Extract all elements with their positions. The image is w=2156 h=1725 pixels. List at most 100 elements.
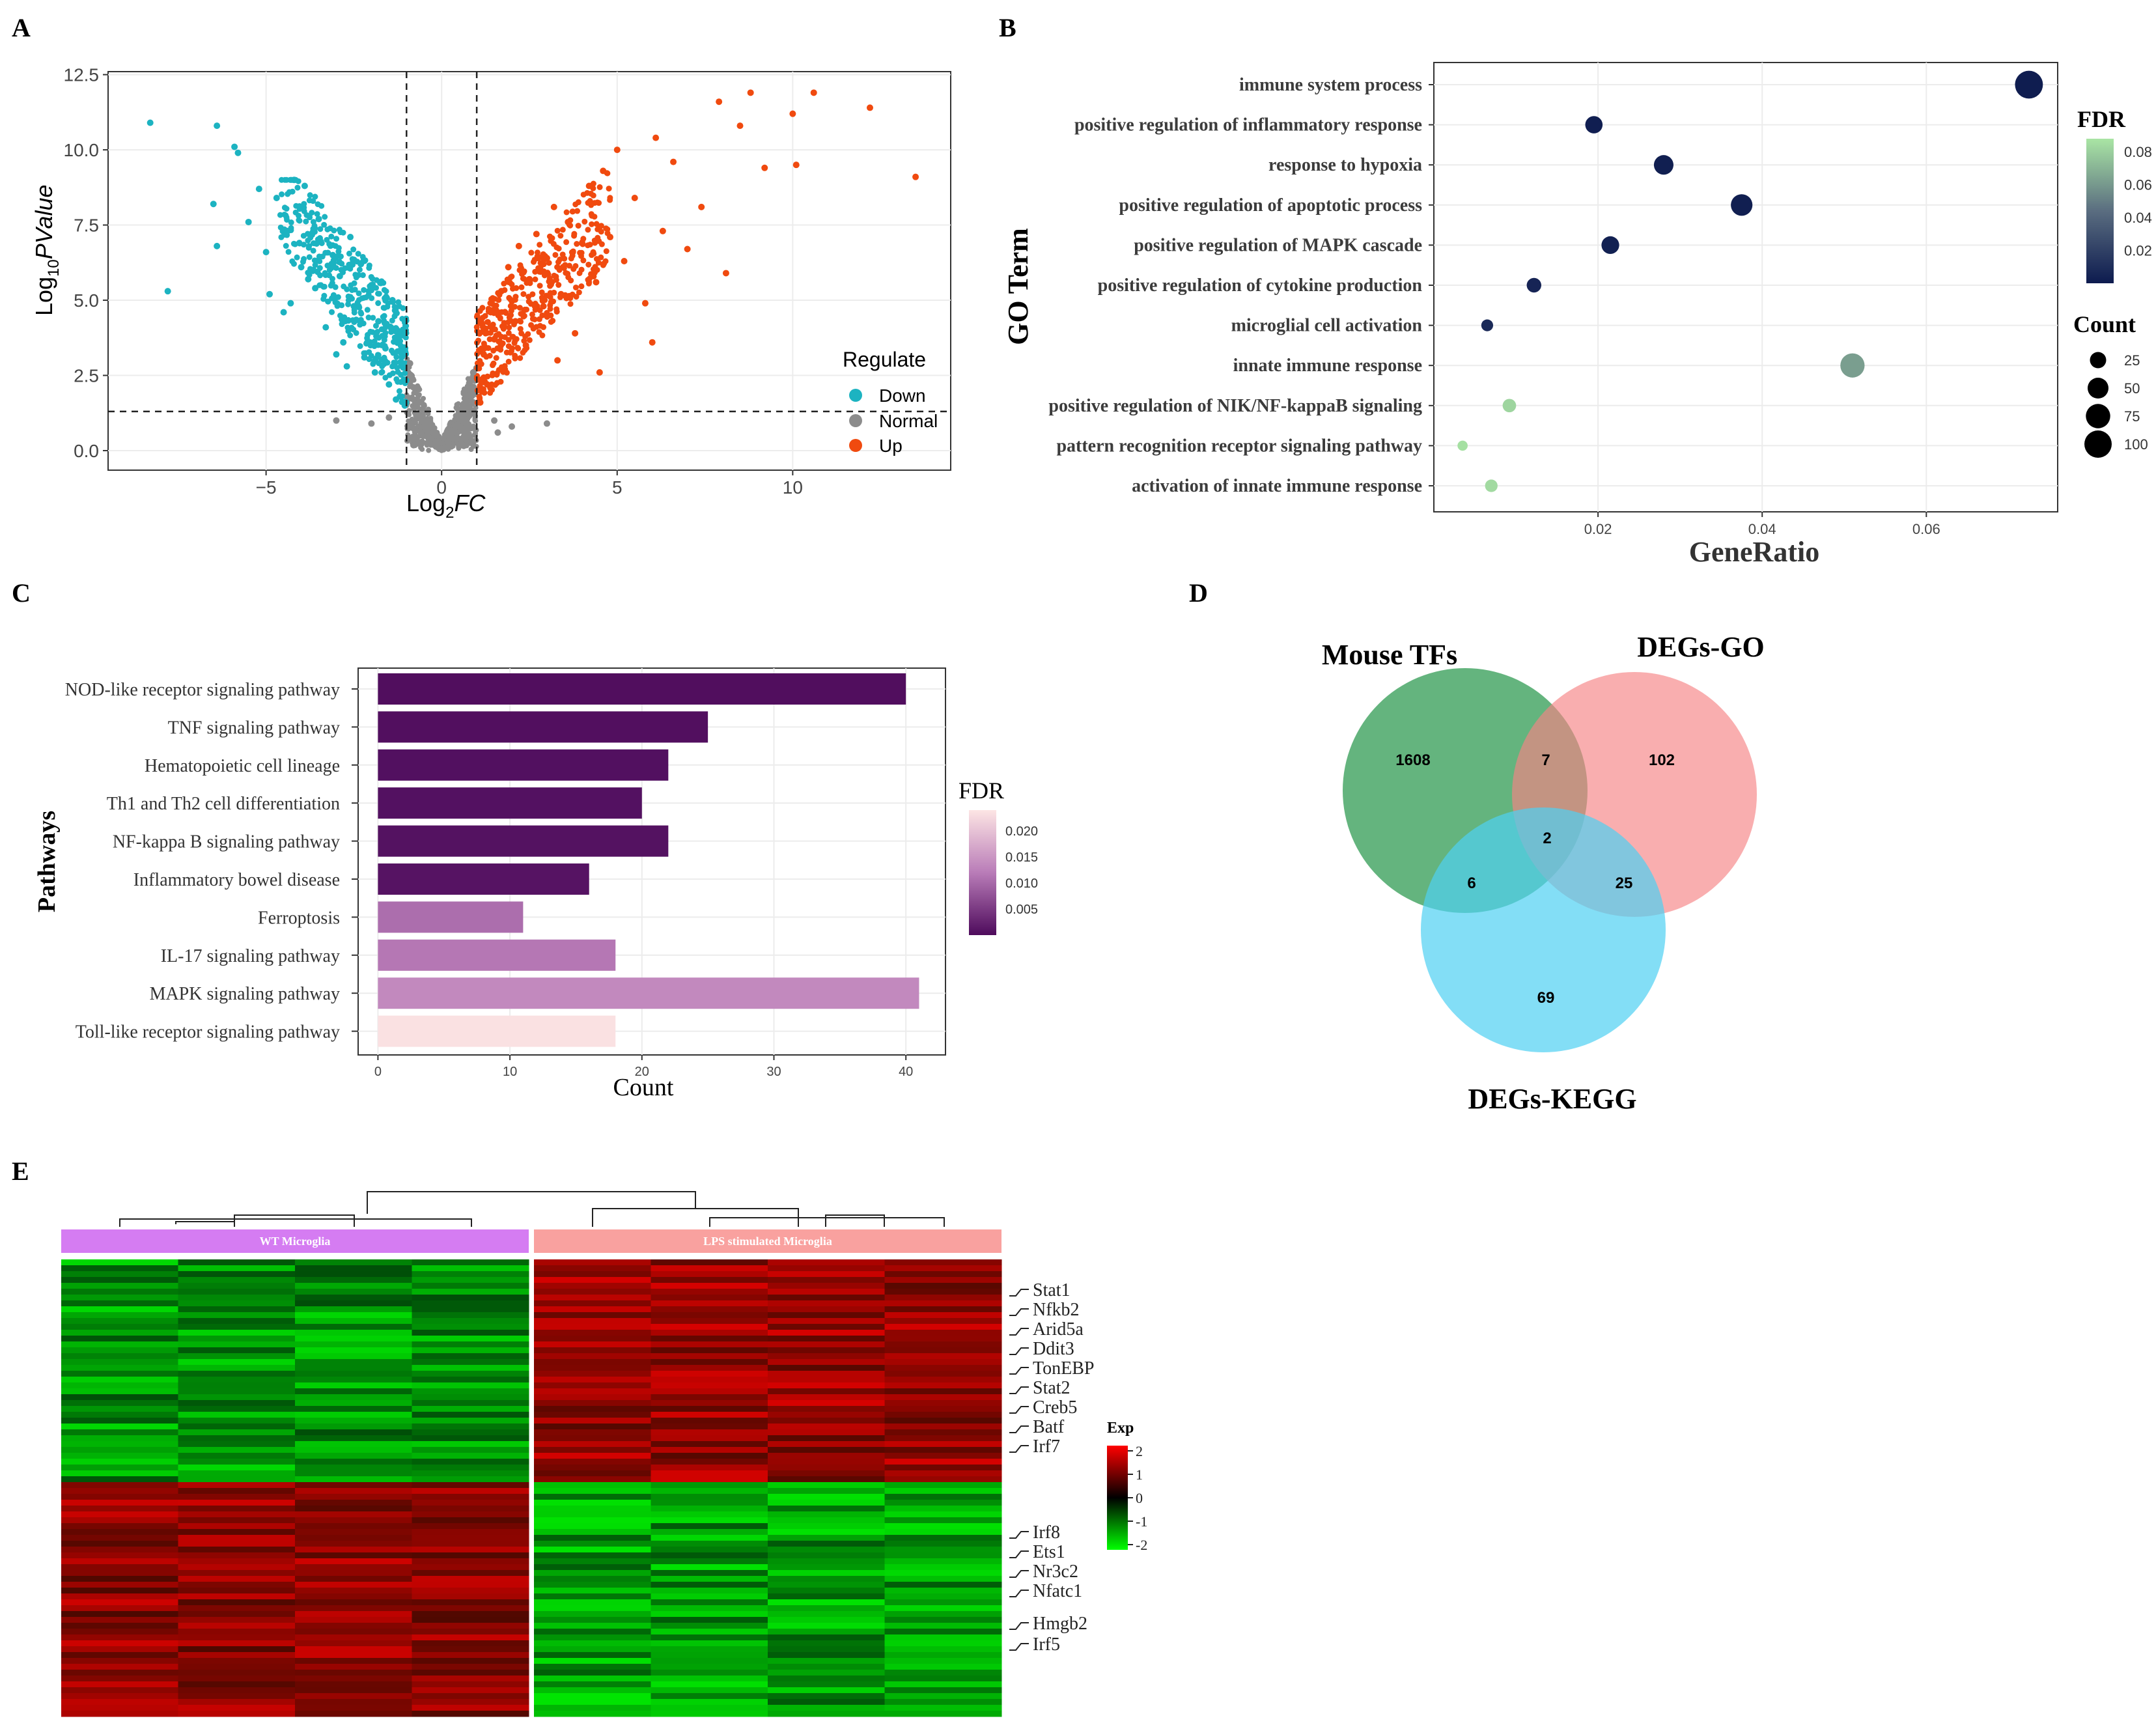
heatmap-cell <box>651 1670 768 1676</box>
heatmap-cell <box>61 1265 178 1272</box>
volcano-point-up <box>568 255 574 262</box>
heatmap-cell <box>295 1699 412 1705</box>
heatmap-cell <box>534 1388 651 1395</box>
volcano-point-up <box>533 231 540 238</box>
volcano-point-down <box>147 119 154 126</box>
kegg-pathway-label: Hematopoietic cell lineage <box>145 756 340 776</box>
heatmap-cell <box>884 1652 1002 1659</box>
volcano-point-up <box>555 264 561 271</box>
heatmap-cell <box>295 1289 412 1295</box>
heatmap-cell <box>412 1617 529 1623</box>
heatmap-cell <box>884 1353 1002 1360</box>
volcano-point-down <box>362 257 369 264</box>
heatmap-cell <box>295 1271 412 1278</box>
volcano-point-normal <box>413 402 421 409</box>
volcano-point-down <box>365 315 372 321</box>
panel-e: E WT Microglia LPS stimulated Microglia … <box>12 1157 1147 1717</box>
heatmap-cell <box>61 1312 178 1319</box>
go-fdr-tick-label: 0.08 <box>2124 144 2152 160</box>
heatmap-cell <box>61 1271 178 1278</box>
heatmap-cell <box>61 1523 178 1530</box>
heatmap-cell <box>295 1670 412 1676</box>
kegg-pathway-label: IL-17 signaling pathway <box>161 946 340 966</box>
volcano-point-down <box>399 316 406 322</box>
volcano-point-up <box>484 319 491 326</box>
heatmap-cell <box>534 1582 651 1588</box>
volcano-point-up <box>539 312 546 318</box>
volcano-point-up <box>522 306 528 313</box>
volcano-point-down <box>301 256 307 262</box>
heatmap-cell <box>295 1570 412 1577</box>
heatmap-cell <box>412 1634 529 1641</box>
heatmap-legend-tick-label: 1 <box>1136 1466 1143 1483</box>
heatmap-cell <box>295 1324 412 1330</box>
volcano-point-up <box>479 305 486 311</box>
volcano-point-down <box>231 143 238 150</box>
volcano-point-up <box>489 372 496 378</box>
volcano-point-down <box>353 274 359 281</box>
heatmap-cell <box>295 1259 412 1266</box>
volcano-point-down <box>357 343 363 349</box>
heatmap-cell <box>412 1605 529 1612</box>
heatmap-cell <box>412 1336 529 1342</box>
volcano-point-up <box>557 290 565 298</box>
volcano-point-normal <box>406 360 413 367</box>
heatmap-cell <box>178 1476 296 1483</box>
heatmap-cell <box>61 1687 178 1694</box>
volcano-point-up <box>532 307 539 313</box>
volcano-point-down <box>310 247 316 254</box>
heatmap-cell <box>61 1705 178 1711</box>
volcano-point-up <box>531 257 538 263</box>
heatmap-cell <box>534 1646 651 1653</box>
heatmap-cell <box>178 1330 296 1336</box>
heatmap-cell <box>651 1593 768 1600</box>
volcano-y-tick-label: 12.5 <box>64 65 100 85</box>
volcano-point-down <box>367 339 373 345</box>
volcano-point-down <box>307 192 313 199</box>
volcano-point-down <box>395 299 402 305</box>
heatmap-cell <box>295 1441 412 1448</box>
heatmap-cell <box>768 1535 885 1541</box>
heatmap-cell <box>534 1693 651 1700</box>
heatmap-cell <box>412 1324 529 1330</box>
heatmap-cell <box>884 1470 1002 1477</box>
volcano-point-down <box>373 277 380 283</box>
heatmap-cell <box>178 1353 296 1360</box>
heatmap-cell <box>768 1465 885 1471</box>
volcano-point-up <box>607 195 613 201</box>
heatmap-cell <box>768 1382 885 1389</box>
heatmap-cell <box>768 1336 885 1342</box>
heatmap-cell <box>178 1523 296 1530</box>
heatmap-gene-label: Irf8 <box>1033 1522 1060 1543</box>
volcano-point-down <box>311 257 318 264</box>
heatmap-cell <box>534 1418 651 1424</box>
heatmap-cell <box>412 1470 529 1477</box>
heatmap-gene-label: Batf <box>1033 1417 1065 1437</box>
volcano-point-up <box>505 358 512 365</box>
volcano-point-down <box>350 246 357 253</box>
heatmap-cell <box>61 1341 178 1348</box>
volcano-point-up <box>559 227 566 233</box>
volcano-point-down <box>287 300 294 307</box>
volcano-point-down <box>338 266 344 273</box>
heatmap-cell <box>295 1506 412 1512</box>
volcano-point-down <box>353 316 359 323</box>
heatmap-cell <box>295 1547 412 1553</box>
volcano-point-down <box>389 370 396 376</box>
volcano-point-normal <box>421 403 427 409</box>
heatmap-cell <box>178 1699 296 1705</box>
kegg-fdr-colorbar <box>969 810 996 935</box>
heatmap-cell <box>534 1476 651 1483</box>
volcano-point-up <box>481 374 487 380</box>
heatmap-cell <box>534 1406 651 1412</box>
heatmap-cell <box>178 1500 296 1506</box>
go-x-tick-label: 0.06 <box>1912 521 1940 537</box>
volcano-point-up <box>477 399 484 406</box>
volcano-point-down <box>333 351 340 358</box>
volcano-point-up <box>478 361 484 367</box>
heatmap-cell <box>295 1681 412 1688</box>
volcano-point-up <box>810 89 817 96</box>
heatmap-cell <box>412 1359 529 1366</box>
volcano-point-up <box>659 227 666 234</box>
volcano-point-up <box>498 333 505 340</box>
